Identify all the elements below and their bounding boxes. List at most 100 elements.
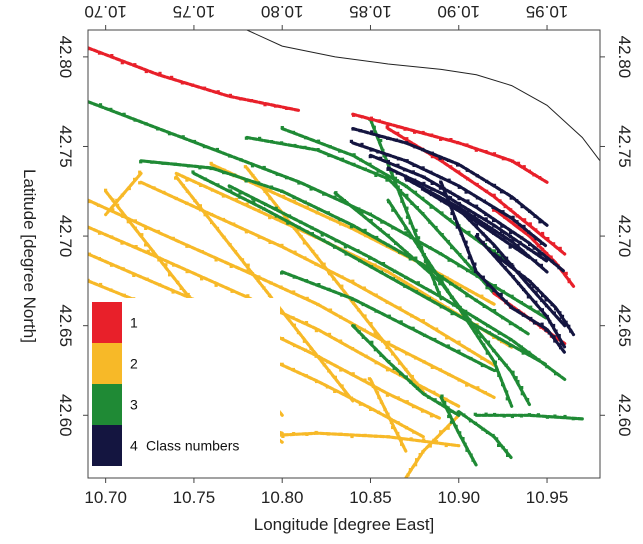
data-point (391, 277, 396, 281)
data-point (466, 269, 470, 273)
data-point (435, 440, 439, 444)
data-point (200, 250, 204, 254)
data-point (144, 243, 148, 247)
data-point (412, 181, 416, 185)
data-point (304, 348, 308, 352)
data-point (376, 169, 380, 173)
data-point (550, 303, 554, 307)
data-point (440, 158, 444, 162)
data-point (350, 434, 354, 439)
data-point (232, 222, 236, 226)
data-point (485, 179, 489, 183)
data-point (229, 189, 233, 193)
data-point (429, 170, 433, 174)
data-point (529, 305, 533, 309)
data-point (557, 334, 561, 338)
data-point (482, 199, 486, 203)
track-line (88, 46, 302, 113)
data-point (309, 187, 313, 191)
data-point (322, 262, 326, 266)
data-point (517, 281, 521, 286)
data-point (416, 281, 420, 285)
data-point (501, 157, 505, 161)
data-point (518, 327, 522, 331)
data-point (262, 207, 266, 211)
data-point (491, 205, 495, 209)
data-point (448, 196, 453, 200)
data-point (413, 145, 417, 149)
data-point (405, 193, 409, 197)
data-point (440, 233, 444, 237)
data-point (467, 256, 471, 260)
data-point (280, 362, 284, 366)
data-point (322, 238, 326, 242)
data-point (444, 443, 448, 448)
data-point (421, 253, 425, 257)
data-point (483, 391, 487, 395)
data-point (386, 159, 390, 164)
data-point (250, 99, 254, 103)
data-point (508, 231, 513, 235)
data-point (509, 208, 513, 212)
data-point (328, 145, 332, 149)
data-point (414, 463, 418, 467)
data-point (484, 412, 488, 416)
data-point (541, 294, 545, 298)
data-point (491, 433, 495, 438)
data-point (410, 374, 414, 379)
data-point (379, 353, 383, 357)
top-tick-label: 10.70 (84, 2, 127, 21)
data-point (475, 196, 479, 200)
data-point (450, 211, 454, 216)
data-point (257, 208, 261, 213)
data-point (455, 225, 459, 229)
data-point (437, 291, 441, 295)
data-point (422, 360, 426, 364)
data-point (369, 322, 373, 326)
data-point (315, 254, 319, 258)
data-point (387, 314, 391, 318)
data-point (161, 161, 165, 165)
data-point (430, 181, 434, 185)
data-point (501, 289, 505, 294)
data-point (151, 250, 155, 254)
data-point (521, 351, 525, 355)
data-point (280, 337, 285, 341)
data-point (299, 234, 303, 239)
data-point (493, 249, 497, 253)
data-point (408, 284, 412, 288)
data-point (430, 133, 434, 137)
data-point (120, 61, 124, 65)
data-point (411, 170, 415, 174)
data-point (399, 372, 403, 376)
data-point (493, 309, 497, 313)
data-point (405, 400, 409, 404)
data-point (515, 199, 519, 203)
data-point (325, 385, 329, 389)
data-point (450, 312, 454, 316)
data-point (549, 255, 553, 259)
data-point (369, 116, 373, 120)
data-point (381, 148, 385, 153)
data-point (536, 413, 540, 417)
data-point (246, 263, 250, 267)
data-point (421, 196, 425, 200)
data-point (392, 181, 396, 186)
data-point (486, 340, 491, 344)
y-tick-label: 42.65 (56, 304, 75, 347)
data-point (459, 231, 463, 235)
data-point (398, 250, 402, 254)
data-point (431, 274, 435, 278)
data-point (449, 295, 453, 299)
data-point (281, 434, 285, 438)
data-point (356, 308, 361, 312)
data-point (361, 302, 365, 307)
data-point (439, 137, 443, 141)
data-point (548, 320, 552, 324)
data-point (352, 153, 356, 157)
data-point (367, 377, 371, 381)
data-point (527, 230, 531, 234)
data-point (456, 410, 460, 414)
data-point (503, 265, 507, 270)
data-point (198, 204, 202, 208)
